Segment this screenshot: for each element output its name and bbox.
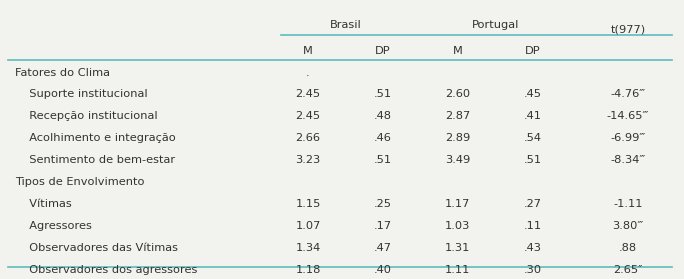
Text: 3.80‴: 3.80‴ bbox=[612, 221, 644, 231]
Text: 2.45: 2.45 bbox=[295, 111, 321, 121]
Text: 1.15: 1.15 bbox=[295, 199, 321, 209]
Text: .45: .45 bbox=[524, 88, 542, 98]
Text: DP: DP bbox=[375, 46, 391, 56]
Text: .17: .17 bbox=[374, 221, 392, 231]
Text: -6.99‴: -6.99‴ bbox=[611, 133, 646, 143]
Text: .11: .11 bbox=[524, 221, 542, 231]
Text: M: M bbox=[453, 46, 463, 56]
Text: 1.34: 1.34 bbox=[295, 243, 321, 253]
Text: .46: .46 bbox=[374, 133, 392, 143]
Text: -8.34‴: -8.34‴ bbox=[611, 155, 646, 165]
Text: Observadores dos agressores: Observadores dos agressores bbox=[22, 265, 197, 275]
Text: Brasil: Brasil bbox=[330, 20, 361, 30]
Text: 1.18: 1.18 bbox=[295, 265, 321, 275]
Text: 1.31: 1.31 bbox=[445, 243, 471, 253]
Text: 2.60: 2.60 bbox=[445, 88, 471, 98]
Text: .51: .51 bbox=[374, 155, 392, 165]
Text: .30: .30 bbox=[524, 265, 542, 275]
Text: DP: DP bbox=[525, 46, 540, 56]
Text: Observadores das Vítimas: Observadores das Vítimas bbox=[22, 243, 178, 253]
Text: Agressores: Agressores bbox=[22, 221, 92, 231]
Text: M: M bbox=[303, 46, 313, 56]
Text: Fatores do Clima: Fatores do Clima bbox=[15, 68, 110, 78]
Text: 2.66: 2.66 bbox=[295, 133, 320, 143]
Text: .51: .51 bbox=[524, 155, 542, 165]
Text: 1.07: 1.07 bbox=[295, 221, 321, 231]
Text: .27: .27 bbox=[524, 199, 542, 209]
Text: Vítimas: Vítimas bbox=[22, 199, 72, 209]
Text: 2.65″: 2.65″ bbox=[614, 265, 643, 275]
Text: 1.03: 1.03 bbox=[445, 221, 471, 231]
Text: 2.89: 2.89 bbox=[445, 133, 471, 143]
Text: t(977): t(977) bbox=[611, 24, 646, 34]
Text: 1.17: 1.17 bbox=[445, 199, 471, 209]
Text: -4.76‴: -4.76‴ bbox=[611, 88, 646, 98]
Text: 1.11: 1.11 bbox=[445, 265, 471, 275]
Text: Sentimento de bem-estar: Sentimento de bem-estar bbox=[22, 155, 175, 165]
Text: .47: .47 bbox=[374, 243, 392, 253]
Text: -14.65‴: -14.65‴ bbox=[607, 111, 649, 121]
Text: Tipos de Envolvimento: Tipos de Envolvimento bbox=[15, 177, 144, 187]
Text: .25: .25 bbox=[374, 199, 392, 209]
Text: .88: .88 bbox=[619, 243, 637, 253]
Text: Portugal: Portugal bbox=[471, 20, 519, 30]
Text: .48: .48 bbox=[374, 111, 392, 121]
Text: 3.23: 3.23 bbox=[295, 155, 321, 165]
Text: 2.45: 2.45 bbox=[295, 88, 321, 98]
Text: .54: .54 bbox=[524, 133, 542, 143]
Text: 3.49: 3.49 bbox=[445, 155, 471, 165]
Text: 2.87: 2.87 bbox=[445, 111, 471, 121]
Text: .51: .51 bbox=[374, 88, 392, 98]
Text: .: . bbox=[306, 68, 310, 78]
Text: Suporte institucional: Suporte institucional bbox=[22, 88, 148, 98]
Text: .41: .41 bbox=[524, 111, 542, 121]
Text: Recepção institucional: Recepção institucional bbox=[22, 111, 157, 121]
Text: -1.11: -1.11 bbox=[614, 199, 643, 209]
Text: Acolhimento e integração: Acolhimento e integração bbox=[22, 133, 176, 143]
Text: .43: .43 bbox=[524, 243, 542, 253]
Text: .40: .40 bbox=[374, 265, 392, 275]
